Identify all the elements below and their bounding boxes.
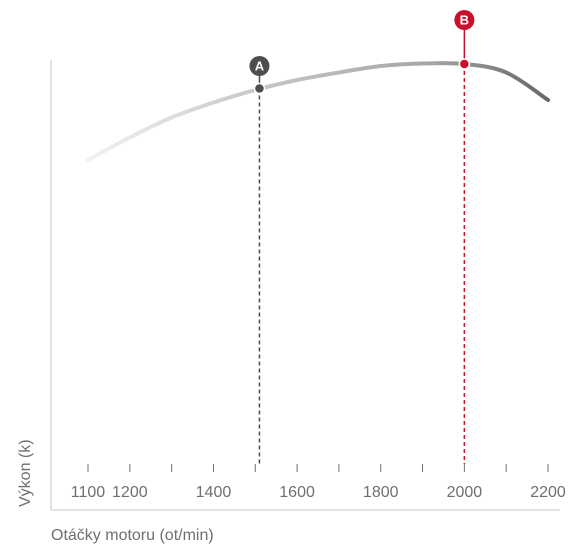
x-axis-tick-labels: 1100 1200 1400 1600 1800 2000 2200 — [71, 484, 566, 501]
x-tick-label: 2000 — [447, 484, 483, 501]
marker-a-label: A — [255, 59, 265, 74]
x-tick-label: 1400 — [196, 484, 232, 501]
x-axis-ticks — [87, 464, 549, 472]
marker-b-label: B — [460, 13, 469, 28]
marker-a-badge — [249, 56, 270, 76]
marker-b: B — [454, 10, 475, 464]
x-tick-label: 1200 — [112, 484, 148, 501]
marker-a-point — [253, 82, 266, 95]
marker-b-badge — [454, 10, 475, 30]
x-tick-label: 2200 — [530, 484, 566, 501]
marker-b-point — [458, 58, 471, 70]
x-axis-title: Otáčky motoru (ot/min) — [51, 527, 214, 544]
marker-a: A — [249, 56, 270, 464]
x-tick-label: 1600 — [279, 484, 315, 501]
x-tick-label: 1800 — [363, 484, 399, 501]
power-curve-line — [86, 61, 550, 162]
x-tick-label: 1100 — [71, 484, 106, 501]
marker-group: AB — [249, 10, 475, 464]
y-axis-title: Výkon (k) — [17, 439, 34, 507]
